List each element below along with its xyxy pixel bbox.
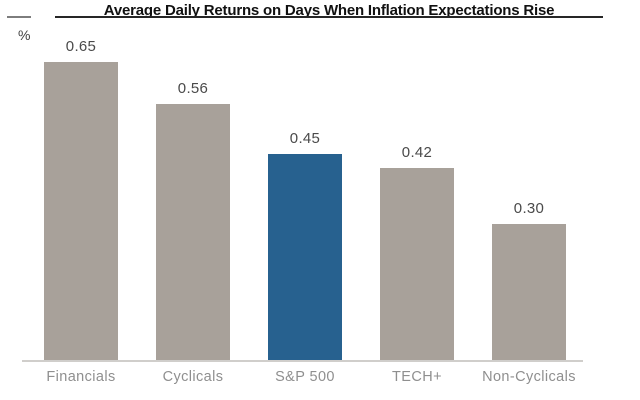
y-axis-unit-label: % bbox=[18, 27, 31, 43]
x-axis-label-non-cyclicals: Non-Cyclicals bbox=[482, 369, 576, 385]
bar-value-label-tech: 0.42 bbox=[401, 144, 433, 161]
bar-cyclicals bbox=[156, 104, 230, 362]
bar-value-label-financials: 0.65 bbox=[65, 38, 97, 55]
bar-value-label-non-cyclicals: 0.30 bbox=[513, 200, 545, 217]
x-axis-label-s-p-500: S&P 500 bbox=[275, 369, 335, 385]
bar-value-label-cyclicals: 0.56 bbox=[177, 80, 209, 97]
bar-tech bbox=[380, 168, 454, 362]
axis-cap-line bbox=[7, 16, 31, 18]
x-axis-baseline bbox=[22, 360, 583, 362]
chart-title: Average Daily Returns on Days When Infla… bbox=[103, 2, 555, 19]
title-underline bbox=[55, 16, 603, 18]
bar-non-cyclicals bbox=[492, 224, 566, 362]
x-axis-label-tech: TECH+ bbox=[392, 369, 442, 385]
x-axis-label-cyclicals: Cyclicals bbox=[162, 369, 224, 385]
bar-value-label-s-p-500: 0.45 bbox=[289, 130, 321, 147]
bar-financials bbox=[44, 62, 118, 362]
x-axis-label-financials: Financials bbox=[46, 369, 116, 385]
bar-s-p-500 bbox=[268, 154, 342, 362]
